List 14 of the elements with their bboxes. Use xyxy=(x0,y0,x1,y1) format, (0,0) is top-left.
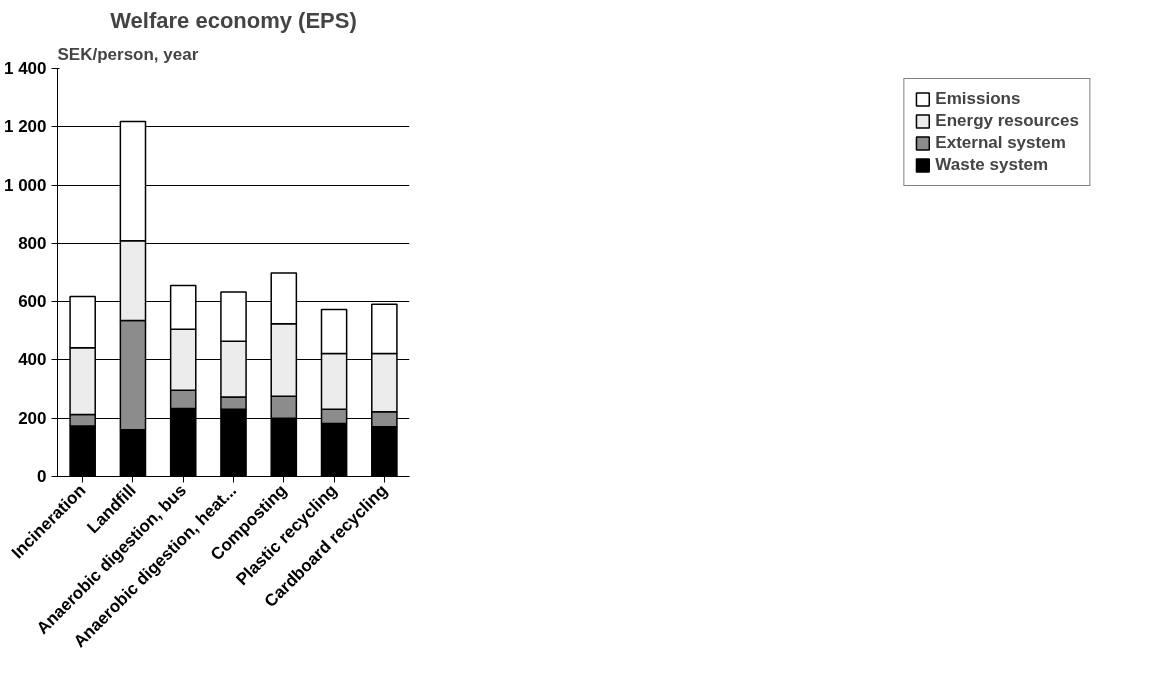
y-tick-label: 1 200 xyxy=(3,117,47,137)
y-tick-label: 0 xyxy=(37,467,47,486)
y-tick-label: 1 400 xyxy=(3,59,47,78)
y-tick-label: 800 xyxy=(18,233,47,253)
y-tick-label: 400 xyxy=(18,350,47,370)
y-tick-label: 1 000 xyxy=(3,175,47,195)
legend-label: Energy resources xyxy=(935,111,1079,131)
legend-label: External system xyxy=(935,133,1066,153)
y-tick-label: 200 xyxy=(18,408,47,428)
chart-title: Welfare economy (EPS) xyxy=(110,7,357,33)
y-axis-title: SEK/person, year xyxy=(57,44,199,64)
legend-label: Waste system xyxy=(935,155,1049,175)
y-tick-label: 600 xyxy=(18,292,47,312)
legend-label: Emissions xyxy=(935,89,1021,109)
